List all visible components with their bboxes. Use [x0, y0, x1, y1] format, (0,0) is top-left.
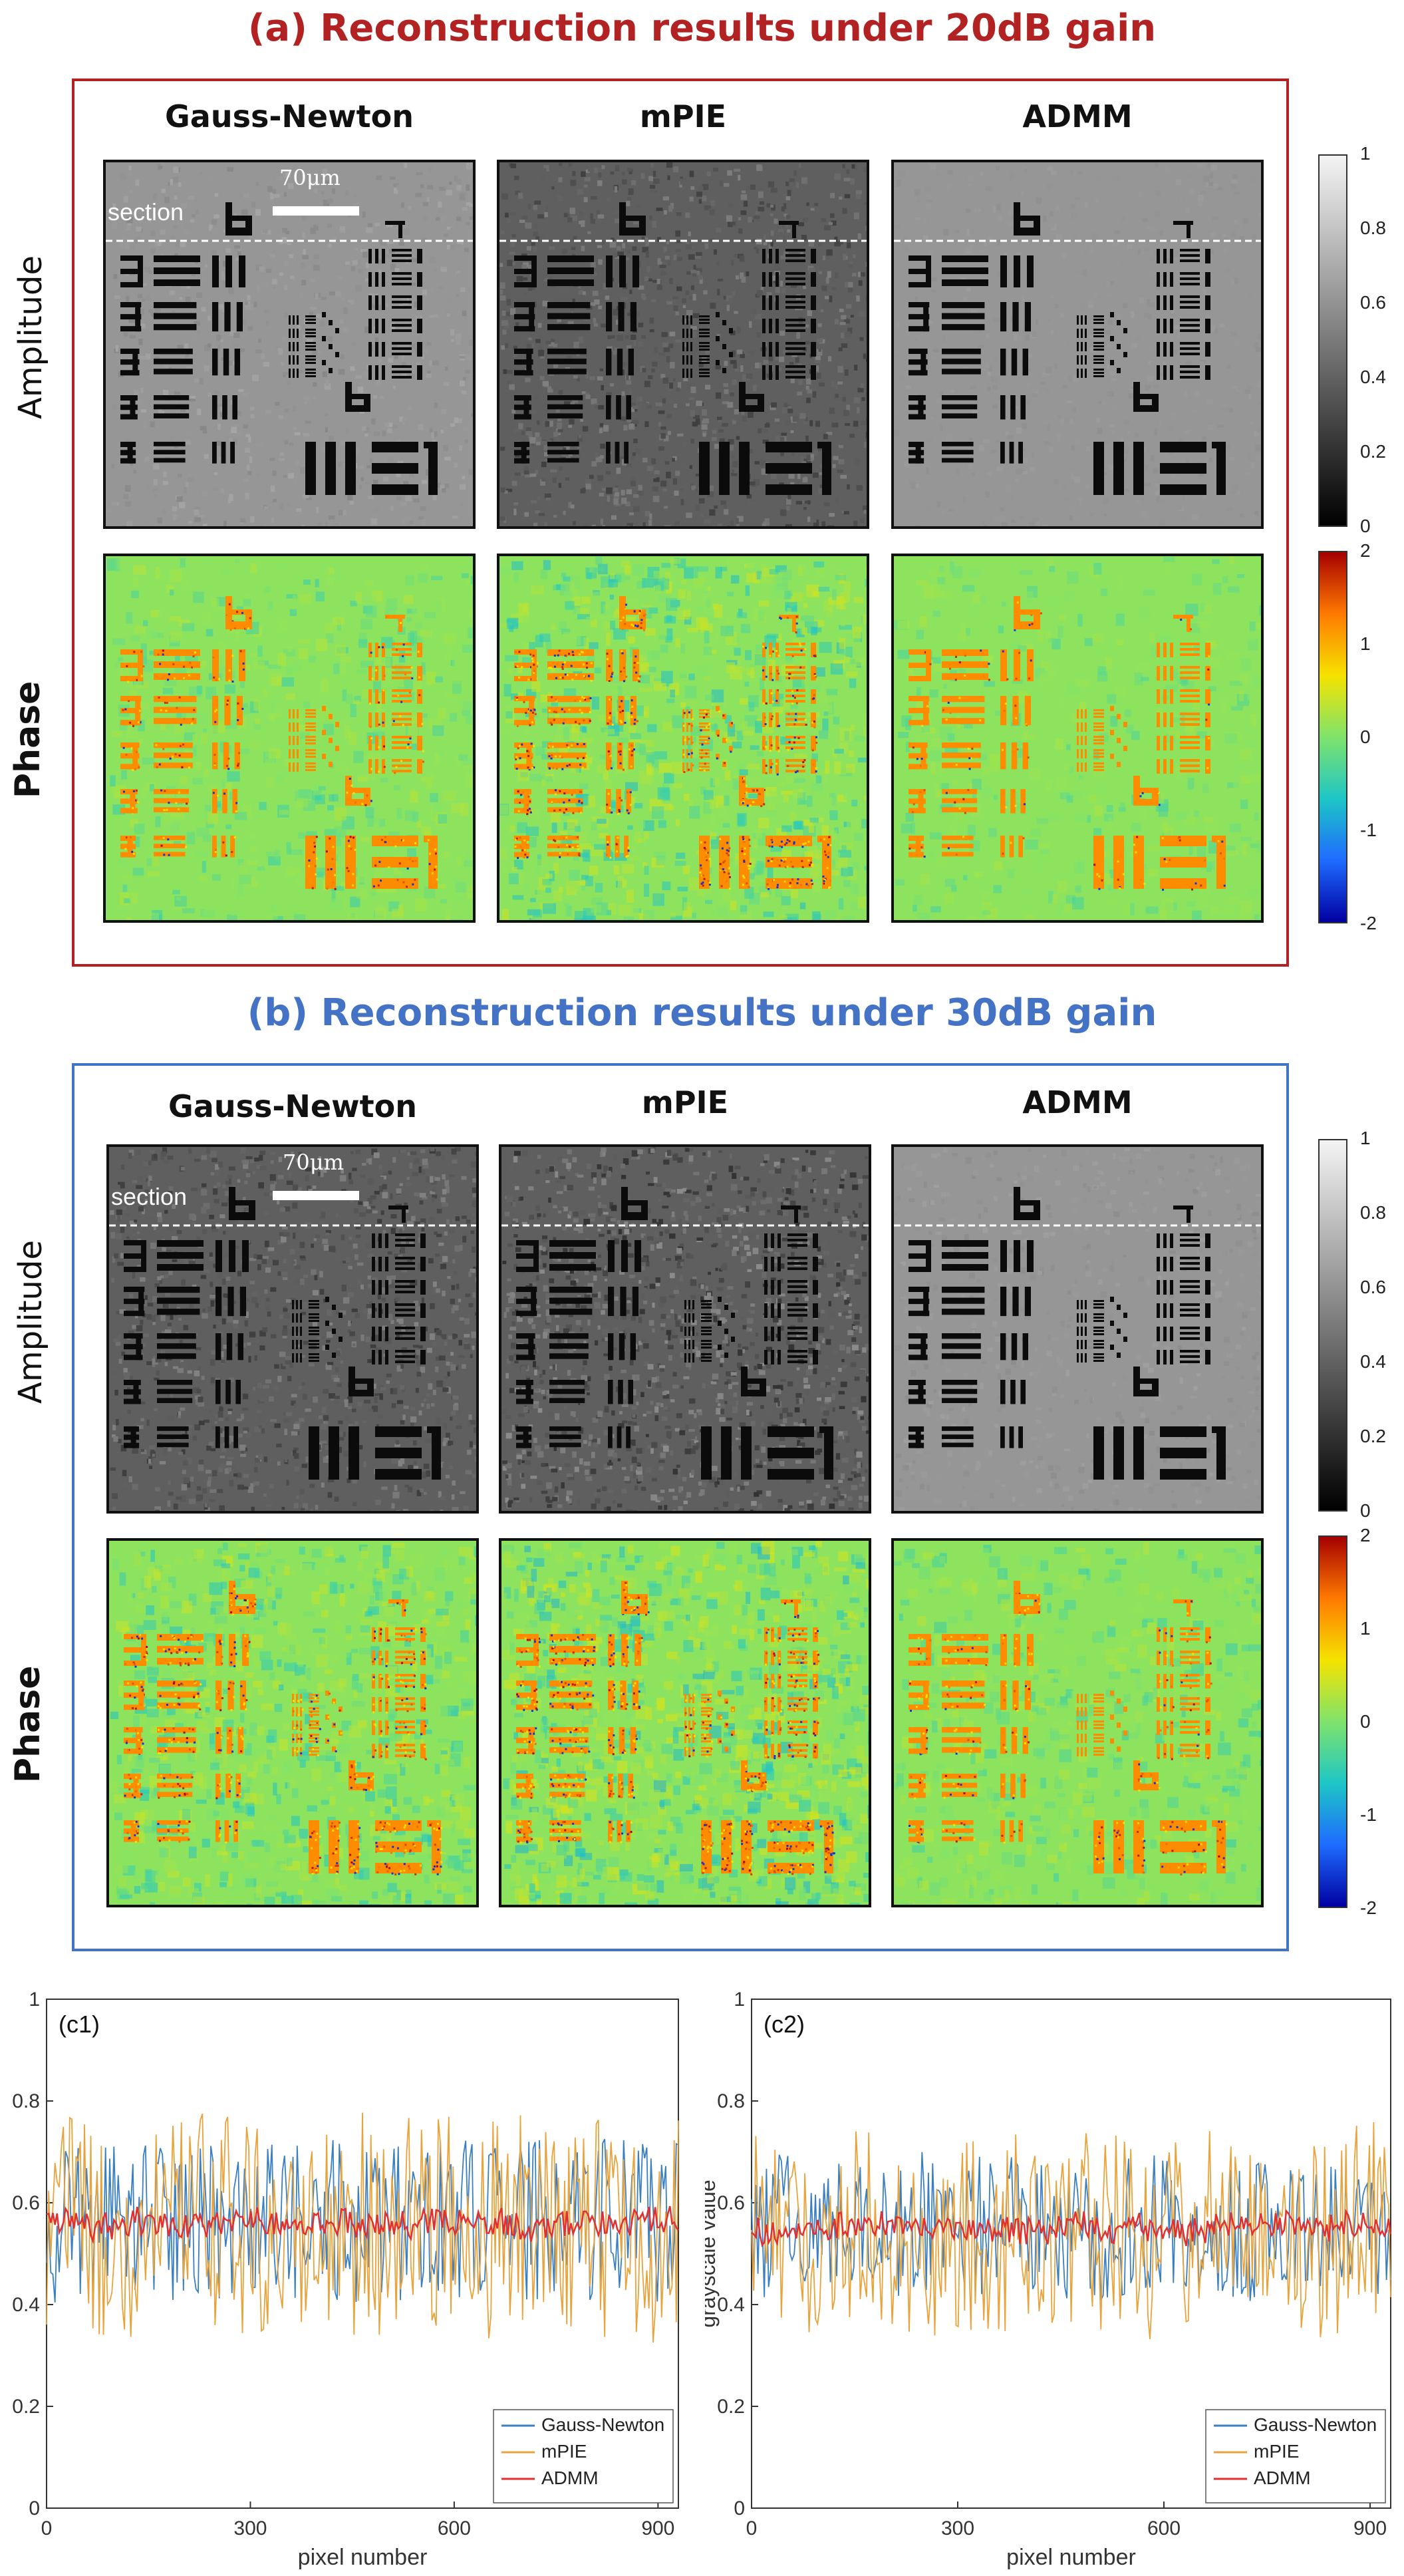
y-tick-label: 0.6 [12, 2192, 40, 2214]
y-tick-label: 0.2 [717, 2396, 745, 2418]
y-axis-label: grayscale value [705, 2179, 720, 2327]
panel-b-scale-bar [273, 1191, 359, 1200]
panel-a-row-amplitude: Amplitude [12, 255, 49, 419]
panel-b-amp-tick-0-6: 0.6 [1360, 1277, 1386, 1297]
panel-b-amplitude-admm [891, 1144, 1264, 1514]
x-tick-label: 600 [1147, 2517, 1181, 2539]
legend-label: Gauss-Newton [541, 2414, 664, 2435]
panel-b-phase-tick-neg1: -1 [1360, 1804, 1377, 1825]
panel-b-phase-mpie [499, 1538, 871, 1907]
panel-b-amp-tick-1: 1 [1360, 1128, 1371, 1148]
panel-a-amplitude-admm [891, 160, 1264, 529]
panel-a-amp-tick-0-4: 0.4 [1360, 367, 1386, 387]
y-tick-label: 0 [29, 2497, 40, 2519]
legend-label: ADMM [541, 2468, 599, 2488]
panel-b-col-gauss-newton: Gauss-Newton [168, 1088, 417, 1124]
panel-a-phase-gauss-newton [103, 554, 476, 923]
panel-label: (c2) [764, 2011, 805, 2038]
panel-a-amplitude-mpie [497, 160, 869, 529]
panel-a-col-admm: ADMM [1022, 98, 1133, 134]
panel-b-phase-tick-1: 1 [1360, 1618, 1371, 1639]
legend-label: mPIE [1254, 2441, 1299, 2462]
panel-a-amp-tick-0-2: 0.2 [1360, 441, 1386, 462]
legend-label: Gauss-Newton [1254, 2414, 1377, 2435]
x-tick-label: 900 [641, 2517, 674, 2539]
y-tick-label: 0.2 [12, 2396, 40, 2418]
series-line-mpie [751, 2122, 1391, 2340]
x-tick-label: 0 [41, 2517, 53, 2539]
panel-b-row-phase: Phase [8, 1665, 48, 1783]
panel-a-phase-tick-1: 1 [1360, 633, 1371, 654]
panel-a-amp-tick-0: 0 [1360, 516, 1371, 536]
panel-b-section-label: section [111, 1183, 188, 1210]
x-tick-label: 600 [438, 2517, 471, 2539]
panel-b-row-amplitude: Amplitude [12, 1240, 49, 1404]
y-tick-label: 0.8 [717, 2090, 745, 2112]
series-line-admm [46, 2205, 679, 2244]
panel-b-phase-tick-0: 0 [1360, 1711, 1371, 1732]
panel-b-amp-tick-0-2: 0.2 [1360, 1426, 1386, 1446]
panel-b-amp-tick-0-8: 0.8 [1360, 1202, 1386, 1223]
panel-a-amp-tick-0-8: 0.8 [1360, 218, 1386, 238]
panel-a-scale-bar [273, 206, 359, 216]
y-tick-label: 0 [734, 2497, 745, 2519]
x-axis-label: pixel number [298, 2545, 428, 2570]
chart-c1: 0 0.2 0.4 0.6 0.8 1 0 300 600 900 pixel number (c1)… [12, 1989, 679, 2570]
panel-a-phase-colorbar [1318, 551, 1347, 923]
y-tick-label: 0.8 [12, 2090, 40, 2112]
panel-a-row-phase: Phase [8, 681, 48, 798]
x-axis-label: pixel number [1006, 2545, 1136, 2570]
x-tick-label: 300 [941, 2517, 974, 2539]
panel-a-col-gauss-newton: Gauss-Newton [165, 98, 414, 134]
y-tick-label: 1 [29, 1989, 40, 2011]
panel-label: (c1) [59, 2011, 100, 2038]
panel-b-col-admm: ADMM [1022, 1084, 1133, 1120]
panel-a-amplitude-colorbar [1318, 154, 1347, 527]
panel-b-col-mpie: mPIE [641, 1084, 729, 1120]
legend-label: mPIE [541, 2441, 587, 2462]
panel-a-phase-mpie [497, 554, 869, 923]
panel-b-phase-tick-2: 2 [1360, 1525, 1371, 1545]
panel-a-phase-tick-0: 0 [1360, 726, 1371, 747]
panel-a-frame [72, 79, 1289, 967]
panel-a-amplitude-gauss-newton [103, 160, 476, 529]
series-line-admm [751, 2208, 1392, 2247]
panel-a-phase-tick-neg2: -2 [1360, 913, 1377, 933]
panel-a-phase-tick-neg1: -1 [1360, 820, 1377, 840]
panel-b-frame [72, 1063, 1289, 1951]
series-line-gauss-newton [46, 2138, 679, 2303]
panel-a-title: (a) Reconstruction results under 20dB ga… [247, 7, 1157, 50]
series-line-mpie [46, 2112, 679, 2343]
panel-b-phase-colorbar [1318, 1535, 1347, 1908]
panel-b-amplitude-colorbar [1318, 1139, 1347, 1512]
y-tick-label: 0.6 [717, 2192, 745, 2214]
legend-label: ADMM [1254, 2468, 1311, 2488]
chart-c2: 0 0.2 0.4 0.6 0.8 1 0 300 600 900 pixel number gray… [705, 1989, 1392, 2570]
panel-b-phase-gauss-newton [106, 1538, 479, 1907]
x-tick-label: 0 [746, 2517, 758, 2539]
panel-a-amp-tick-1: 1 [1360, 143, 1371, 164]
x-tick-label: 300 [233, 2517, 267, 2539]
panel-b-amp-tick-0-4: 0.4 [1360, 1351, 1386, 1372]
panel-b-amplitude-mpie [499, 1144, 871, 1514]
panel-a-section-label: section [108, 198, 184, 226]
panel-b-phase-tick-neg2: -2 [1360, 1897, 1377, 1918]
panel-b-scale-bar-label: 70μm [283, 1150, 344, 1175]
panel-b-amp-tick-0: 0 [1360, 1500, 1371, 1521]
panel-b-amplitude-gauss-newton [106, 1144, 479, 1514]
panel-b-phase-admm [891, 1538, 1264, 1907]
y-tick-label: 0.4 [12, 2294, 40, 2316]
y-tick-label: 0.4 [717, 2294, 745, 2316]
x-tick-label: 900 [1353, 2517, 1387, 2539]
panel-a-phase-tick-2: 2 [1360, 540, 1371, 561]
panel-a-scale-bar-label: 70μm [279, 165, 341, 190]
panel-a-amp-tick-0-6: 0.6 [1360, 292, 1386, 313]
panel-b-title: (b) Reconstruction results under 30dB ga… [247, 991, 1157, 1035]
panel-a-col-mpie: mPIE [639, 98, 727, 134]
panel-a-phase-admm [891, 554, 1264, 923]
y-tick-label: 1 [734, 1989, 745, 2011]
